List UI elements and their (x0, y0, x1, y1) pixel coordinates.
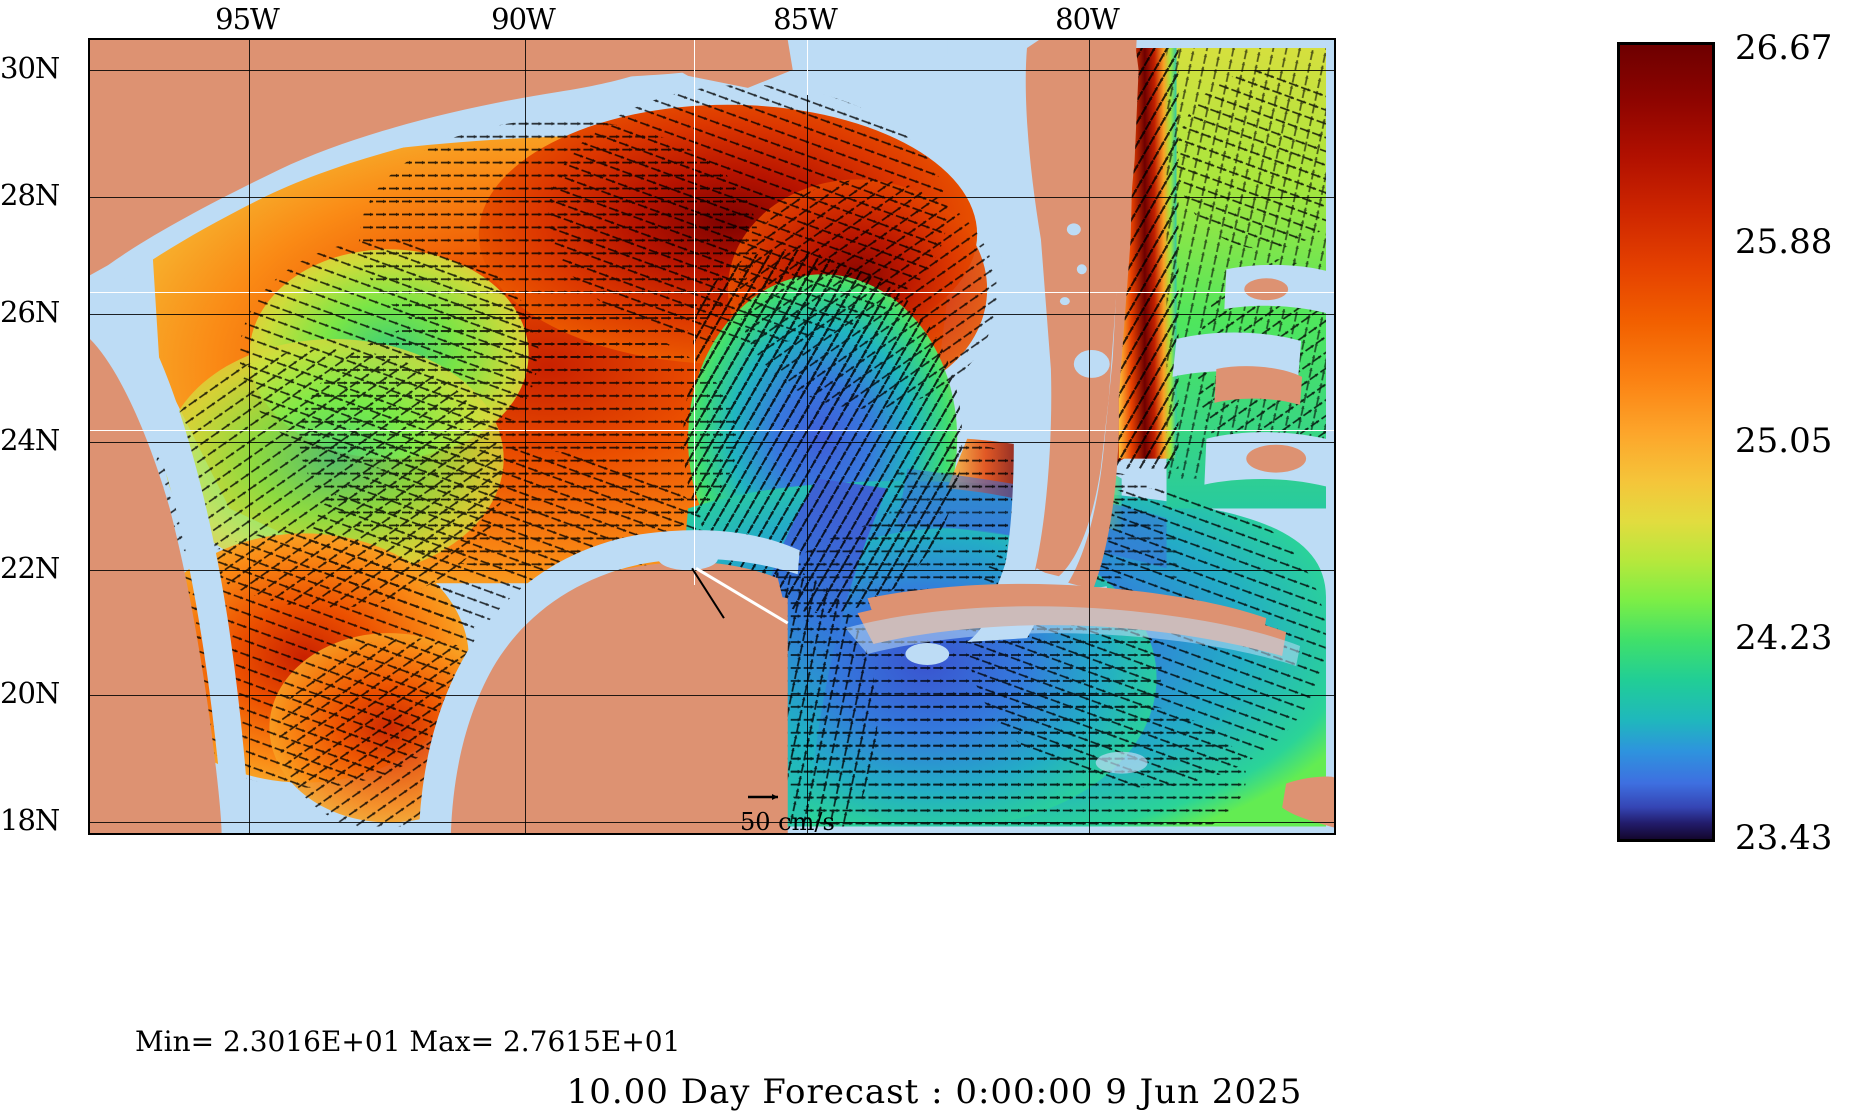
x-tick-label-85w: 85W (773, 2, 838, 36)
figure-title: 10.00 Day Forecast : 0:00:00 9 Jun 2025 (566, 1072, 1303, 1112)
vector-arrow-icon (748, 794, 778, 800)
colorbar-tick-25-05: 25.05 (1735, 421, 1833, 461)
graticule-lat-20n (90, 695, 1334, 696)
graticule-lat-28n (90, 197, 1334, 198)
graticule-lon-80w (1089, 40, 1090, 833)
x-tick-label-90w: 90W (491, 2, 556, 36)
min-max-annotation: Min= 2.3016E+01 Max= 2.7615E+01 (135, 1025, 681, 1058)
graticule-lat-26n (90, 314, 1334, 315)
graticule-lat-24n (90, 442, 1334, 443)
graticule-lon-90w (525, 40, 526, 833)
vector-scale-label: 50 cm/s (740, 808, 835, 835)
x-tick-label-95w: 95W (215, 2, 280, 36)
graticule-lon-95w (249, 40, 250, 833)
map-plot-area[interactable]: 50 cm/s (88, 38, 1336, 835)
colorbar-tick-26-67: 26.67 (1735, 28, 1833, 68)
y-tick-label-22n: 22N (0, 551, 60, 585)
y-tick-label-30n: 30N (0, 51, 60, 85)
colorbar-tick-23-43: 23.43 (1735, 818, 1833, 858)
transect-line (691, 567, 789, 625)
graticule-highlight-c (694, 40, 695, 585)
graticule-highlight-b (90, 430, 1334, 431)
graticule-lon-85w (807, 40, 808, 833)
graticule-lat-18n (90, 822, 1334, 823)
colorbar[interactable] (1617, 42, 1715, 842)
land-overlay (90, 40, 1334, 833)
y-tick-label-18n: 18N (0, 803, 60, 837)
colorbar-tick-25-88: 25.88 (1735, 222, 1833, 262)
vector-scale-legend: 50 cm/s (740, 786, 870, 835)
graticule-lat-30n (90, 70, 1334, 71)
y-tick-label-28n: 28N (0, 178, 60, 212)
x-tick-label-80w: 80W (1055, 2, 1120, 36)
graticule-highlight-d (807, 40, 808, 95)
graticule-highlight-a (90, 292, 1334, 293)
colorbar-tick-24-23: 24.23 (1735, 618, 1833, 658)
graticule-lat-22n (90, 570, 1334, 571)
map-canvas: 50 cm/s (90, 40, 1334, 833)
y-tick-label-26n: 26N (0, 295, 60, 329)
y-tick-label-20n: 20N (0, 676, 60, 710)
y-tick-label-24n: 24N (0, 423, 60, 457)
